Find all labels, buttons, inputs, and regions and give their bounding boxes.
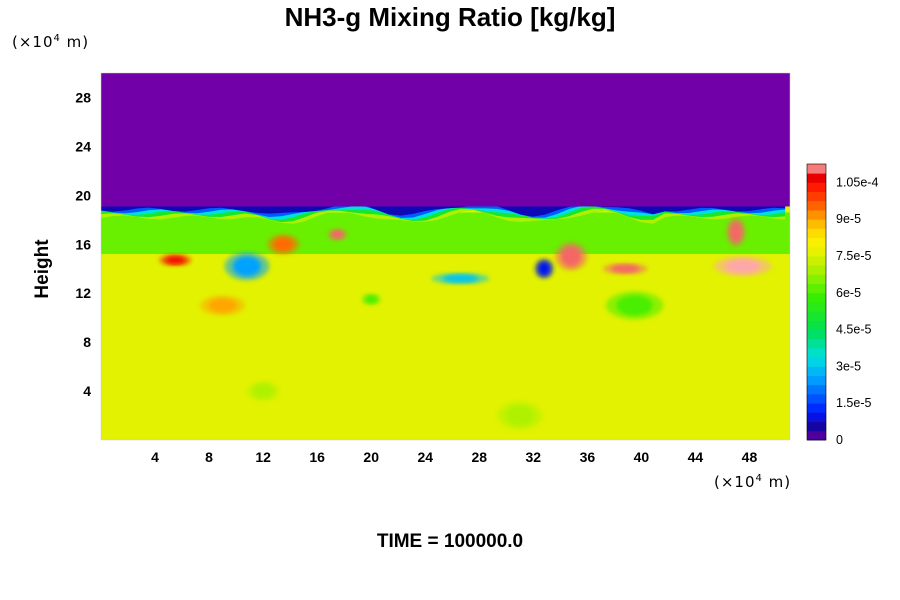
y-tick-label: 12 [75, 285, 91, 301]
colorbar-swatch [807, 338, 826, 349]
field-feature [165, 256, 186, 265]
y-unit-label: (×104 m) [12, 33, 90, 51]
y-tick-label: 16 [75, 236, 91, 252]
x-axis: 4 8 12 16 20 24 28 32 36 40 44 48 [151, 449, 757, 465]
colorbar-label: 4.5e-5 [836, 323, 871, 337]
colorbar-swatch [807, 200, 826, 211]
x-tick-label: 36 [580, 449, 596, 465]
x-unit-label: (×104 m) [714, 473, 792, 491]
colorbar-swatch [807, 182, 826, 192]
field-feature [208, 298, 237, 313]
plot-frame [100, 72, 791, 441]
colorbar-frame [806, 163, 827, 441]
field-feature [616, 295, 653, 316]
colorbar-swatch [807, 283, 826, 294]
x-tick-label: 48 [742, 449, 758, 465]
x-unit-exponent: 4 [755, 473, 763, 484]
colorbar-swatch [807, 191, 826, 202]
field-feature [538, 261, 551, 276]
colorbar: 0 1.5e-5 3e-5 4.5e-5 6e-5 7.5e-5 9e-5 1.05e-4 [806, 163, 878, 447]
y-tick-label: 4 [83, 383, 91, 399]
x-tick-label: 12 [255, 449, 271, 465]
field-feature [724, 259, 761, 274]
colorbar-swatch [807, 320, 826, 330]
y-tick-label: 20 [75, 187, 91, 203]
x-tick-label: 20 [363, 449, 379, 465]
colorbar-swatch [807, 357, 826, 367]
y-unit-exponent: 4 [53, 33, 61, 44]
colorbar-swatch [807, 274, 826, 284]
colorbar-swatch [807, 164, 826, 174]
colorbar-label: 1.05e-4 [836, 175, 878, 189]
colorbar-label: 1.5e-5 [836, 396, 871, 410]
colorbar-swatch [807, 265, 826, 275]
y-tick-label: 24 [75, 138, 91, 154]
colorbar-swatch [807, 329, 826, 340]
mid-level-band [101, 212, 790, 255]
y-axis: 4 8 12 16 20 24 28 [75, 89, 91, 399]
colorbar-swatch [807, 292, 826, 303]
colorbar-label: 6e-5 [836, 286, 861, 300]
colorbar-swatch [807, 394, 826, 404]
colorbar-swatch [807, 256, 826, 266]
colorbar-label: 0 [836, 433, 843, 447]
plot-area [101, 73, 790, 440]
colorbar-swatch [807, 219, 826, 229]
x-tick-label: 28 [471, 449, 487, 465]
time-label: TIME = 100000.0 [376, 531, 524, 552]
x-unit-base: ×10 [720, 473, 756, 491]
colorbar-label: 9e-5 [836, 212, 861, 226]
x-tick-label: 32 [526, 449, 542, 465]
field-feature [273, 237, 294, 252]
colorbar-swatch [807, 366, 826, 376]
field-feature [232, 256, 261, 277]
chart-title: NH3-g Mixing Ratio [kg/kg] [284, 2, 616, 32]
colorbar-swatch [807, 228, 826, 238]
colorbar-swatch [807, 348, 826, 358]
x-tick-label: 16 [309, 449, 325, 465]
colorbar-swatch [807, 421, 826, 432]
field-feature [611, 264, 640, 273]
y-unit-base: ×10 [18, 33, 54, 51]
field-feature [365, 295, 378, 304]
colorbar-swatch [807, 210, 826, 220]
field-feature [729, 222, 742, 243]
x-tick-label: 40 [634, 449, 650, 465]
x-tick-label: 4 [151, 449, 159, 465]
colorbar-swatch [807, 173, 826, 183]
upper-layer [101, 73, 790, 207]
x-tick-label: 44 [688, 449, 704, 465]
field-feature [331, 230, 344, 239]
colorbar-swatch [807, 403, 826, 413]
colorbar-swatch [807, 412, 826, 422]
colorbar-swatch [807, 430, 826, 441]
colorbar-label: 7.5e-5 [836, 249, 871, 263]
field-feature [505, 405, 534, 426]
colorbar-label: 3e-5 [836, 359, 861, 373]
y-tick-label: 8 [83, 334, 91, 350]
colorbar-swatch [807, 375, 826, 386]
colorbar-swatch [807, 302, 826, 312]
field-feature [561, 246, 582, 267]
y-unit-tail: m [66, 33, 83, 51]
x-tick-label: 24 [417, 449, 433, 465]
colorbar-swatch [807, 246, 826, 257]
x-unit-tail: m [768, 473, 785, 491]
colorbar-swatch [807, 384, 826, 395]
colorbar-swatch [807, 237, 826, 248]
y-tick-label: 28 [75, 89, 91, 105]
x-tick-label: 8 [205, 449, 213, 465]
field-feature [253, 384, 274, 399]
colorbar-swatch [807, 311, 826, 321]
field-feature [442, 274, 479, 283]
